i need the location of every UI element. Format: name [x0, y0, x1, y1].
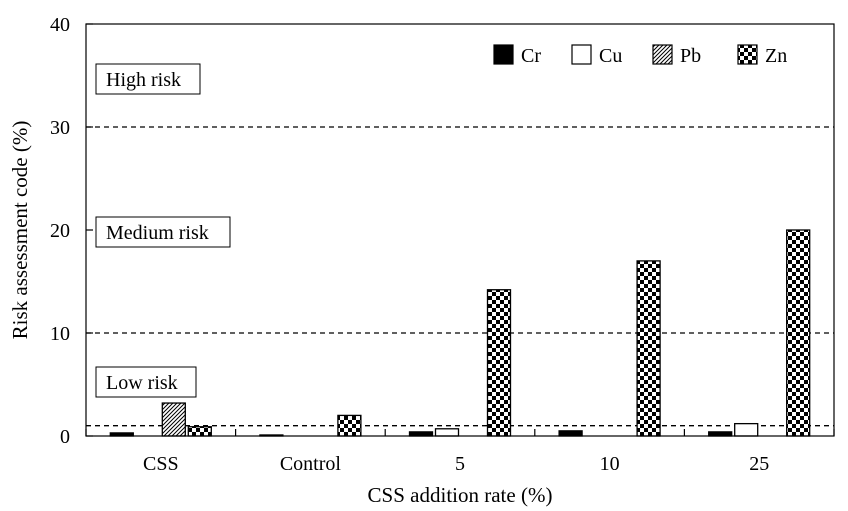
y-tick-label: 10 — [50, 323, 70, 345]
legend-swatch-cu — [571, 44, 592, 65]
risk-annotation-low: Low risk — [95, 366, 197, 398]
bar-zn — [337, 414, 362, 437]
y-axis-title: Risk assessment code (%) — [8, 121, 32, 340]
y-tick-label: 40 — [50, 14, 70, 36]
bar-cu — [734, 422, 759, 437]
bar-pb — [161, 402, 186, 437]
x-tick-label: 10 — [600, 453, 620, 475]
bar-zn — [636, 260, 661, 437]
x-tick-label: 5 — [455, 453, 465, 475]
x-axis-title: CSS addition rate (%) — [368, 483, 553, 507]
bar-zn — [187, 426, 212, 437]
bar-zn — [486, 289, 512, 437]
risk-annotation-high: High risk — [95, 63, 201, 95]
y-axis: 0 10 20 30 40 — [50, 14, 93, 448]
legend-label-pb: Pb — [680, 45, 701, 67]
bar-cr — [708, 431, 733, 437]
legend-swatch-pb — [652, 44, 673, 65]
x-axis: CSS Control 5 10 25 — [85, 429, 835, 475]
bar-cu — [434, 428, 460, 437]
bar-cr — [558, 430, 583, 437]
bar-zn — [786, 229, 811, 437]
legend-swatch-zn — [737, 44, 758, 65]
risk-annotation-medium: Medium risk — [95, 216, 231, 248]
x-tick-label: 25 — [749, 453, 769, 475]
y-tick-label: 30 — [50, 117, 70, 139]
risk-label-low: Low risk — [106, 372, 178, 394]
legend-label-cr: Cr — [521, 45, 541, 67]
y-tick-label: 20 — [50, 220, 70, 242]
legend-label-zn: Zn — [765, 45, 787, 67]
y-tick-label: 0 — [60, 426, 70, 448]
risk-threshold-lines — [86, 126, 834, 427]
legend-label-cu: Cu — [599, 45, 622, 67]
x-tick-label: CSS — [143, 453, 179, 475]
x-tick-label: Control — [280, 453, 342, 475]
risk-label-medium: Medium risk — [106, 222, 209, 244]
legend: Cr Cu Pb Zn — [493, 44, 787, 67]
risk-label-high: High risk — [106, 69, 181, 91]
bar-series — [109, 229, 811, 437]
bar-cr — [408, 431, 434, 437]
legend-swatch-cr — [493, 44, 514, 65]
